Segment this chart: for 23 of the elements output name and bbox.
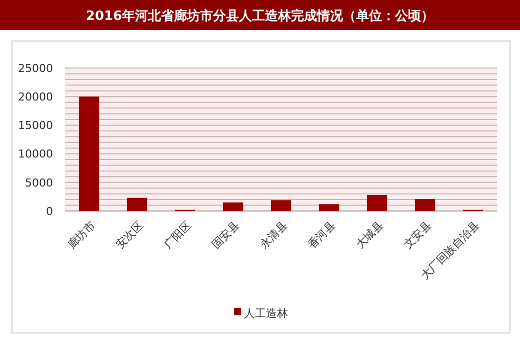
legend-label: 人工造林: [244, 306, 288, 320]
x-tick-label: 安次区: [113, 218, 146, 252]
x-tick-label: 大城县: [353, 218, 386, 252]
y-tick-label: 20000: [18, 90, 53, 104]
bar: [318, 204, 340, 211]
bar: [126, 198, 148, 211]
chart-title: 2016年河北省廊坊市分县人工造林完成情况（单位：公顷）: [86, 8, 434, 24]
bar: [366, 194, 388, 211]
x-tick-label: 廊坊市: [65, 218, 98, 252]
x-tick-label: 文安县: [401, 218, 434, 252]
bar: [78, 96, 100, 211]
x-tick-label: 香河县: [305, 218, 338, 252]
y-tick-label: 0: [46, 204, 53, 218]
y-tick-label: 25000: [18, 62, 53, 75]
bar: [270, 200, 292, 211]
x-tick-label: 固安县: [209, 218, 242, 252]
y-tick-label: 10000: [18, 148, 53, 161]
bar: [414, 198, 436, 211]
x-tick-label: 永清县: [257, 218, 290, 252]
bar: [222, 202, 244, 211]
y-tick-label: 5000: [25, 176, 53, 190]
y-tick-label: 15000: [18, 119, 53, 132]
x-tick-label: 广阳区: [161, 218, 194, 252]
